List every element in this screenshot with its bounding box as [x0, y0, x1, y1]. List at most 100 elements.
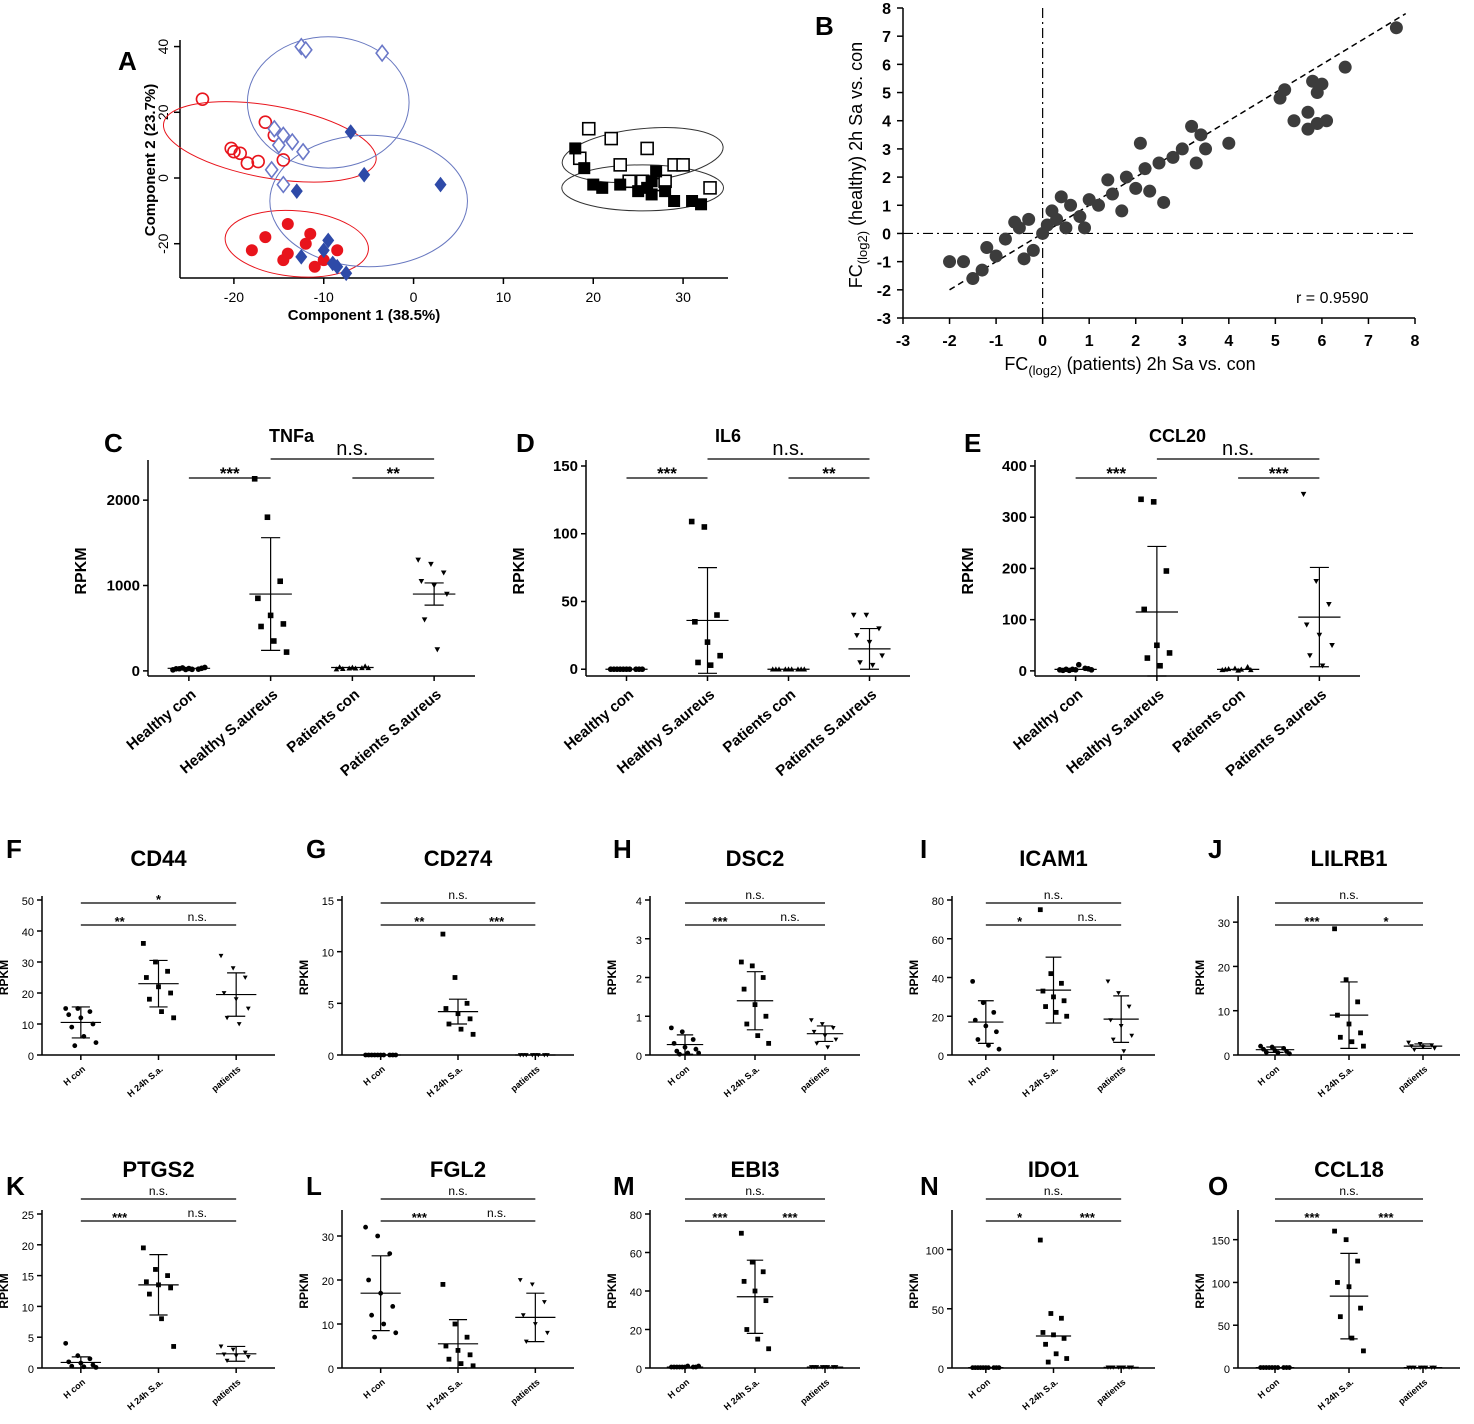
- y-tick-label: 20: [932, 1012, 944, 1024]
- y-tick-label: 60: [932, 935, 944, 947]
- data-point: [975, 1037, 981, 1042]
- data-point: [1110, 1037, 1116, 1042]
- data-point: [811, 1029, 817, 1035]
- significance-label: n.s.: [149, 1184, 168, 1198]
- y-tick-label: 0: [938, 1364, 944, 1376]
- data-point: [280, 621, 287, 627]
- data-point: [674, 1048, 680, 1054]
- data-point: [1143, 184, 1157, 198]
- data-point: [692, 619, 698, 625]
- significance-label: ***: [1378, 1210, 1394, 1225]
- data-point: [741, 1278, 747, 1284]
- data-point: [69, 1024, 75, 1030]
- data-point: [1053, 1351, 1059, 1357]
- data-point: [363, 1224, 368, 1230]
- data-point: [264, 160, 279, 179]
- y-tick-label: 100: [553, 526, 578, 543]
- data-point: [255, 595, 261, 602]
- data-point: [690, 1037, 696, 1042]
- y-tick-label: 1: [882, 198, 891, 215]
- data-point: [1361, 1348, 1366, 1354]
- panel-letter: F: [6, 834, 22, 864]
- data-point: [1133, 136, 1147, 150]
- x-category-label: Healthy con: [561, 686, 637, 754]
- data-point: [1126, 1004, 1132, 1009]
- data-point: [1144, 655, 1151, 661]
- panel-letter: E: [964, 428, 981, 458]
- significance-label: n.s.: [1222, 438, 1254, 460]
- significance-label: **: [414, 914, 425, 929]
- y-tick-label: 400: [1002, 458, 1027, 475]
- data-point: [879, 653, 885, 659]
- data-point: [685, 1363, 691, 1369]
- data-point: [717, 652, 723, 659]
- data-point: [991, 1009, 997, 1015]
- x-tick-label: -1: [989, 333, 1003, 350]
- y-tick-label: 0: [328, 1051, 334, 1063]
- data-point: [833, 1037, 839, 1042]
- y-axis-label: RPKM: [907, 960, 921, 995]
- data-point: [1053, 1009, 1059, 1015]
- data-point: [1157, 662, 1163, 669]
- y-tick-label: 3: [636, 935, 642, 947]
- x-category-label: H 24h S.a.: [425, 1064, 464, 1099]
- data-point: [1008, 215, 1022, 229]
- x-tick-label: -10: [314, 289, 334, 305]
- data-point: [276, 153, 291, 167]
- y-axis-label: RPKM: [960, 547, 977, 594]
- significance-label: n.s.: [1044, 888, 1063, 902]
- x-category-label: H 24h S.a.: [722, 1064, 761, 1099]
- data-point: [331, 258, 344, 275]
- data-point: [863, 612, 870, 618]
- y-tick-label: 80: [932, 896, 944, 908]
- x-category-label: patients: [798, 1064, 831, 1094]
- y-axis-label: RPKM: [605, 960, 619, 995]
- x-category-label: H 24h S.a.: [1316, 1064, 1355, 1099]
- data-point: [333, 666, 340, 672]
- data-point: [1116, 991, 1121, 996]
- data-point: [375, 1233, 381, 1239]
- data-point: [258, 115, 273, 129]
- significance-label: **: [822, 464, 836, 483]
- y-tick-label: 5: [882, 86, 891, 103]
- significance-label: ***: [489, 914, 505, 929]
- data-point: [744, 1327, 750, 1332]
- significance-label: ***: [1080, 1210, 1096, 1225]
- regression-line: [949, 12, 1407, 291]
- data-point: [659, 185, 672, 198]
- data-point: [640, 141, 654, 156]
- x-tick-label: 5: [1271, 333, 1280, 350]
- y-tick-label: 15: [322, 896, 334, 908]
- x-category-label: H 24h S.a.: [1316, 1377, 1355, 1412]
- data-point: [276, 126, 291, 145]
- data-point: [299, 237, 312, 250]
- x-category-label: Healthy con: [1010, 686, 1086, 754]
- data-point: [458, 1026, 464, 1032]
- data-point: [1064, 198, 1078, 212]
- data-point: [1337, 1314, 1343, 1320]
- x-category-label: H con: [1256, 1377, 1282, 1401]
- y-tick-label: 100: [1002, 612, 1027, 629]
- data-point: [541, 1300, 547, 1305]
- data-point: [766, 1346, 772, 1352]
- x-category-label: patients: [210, 1064, 243, 1094]
- y-tick-label: 40: [22, 927, 34, 939]
- panel-title: CD274: [424, 846, 493, 871]
- data-point: [340, 265, 353, 282]
- y-tick-label: 2: [636, 974, 642, 986]
- y-tick-label: 4: [882, 114, 891, 131]
- y-tick-label: 0: [1224, 1364, 1230, 1376]
- data-point: [227, 144, 241, 159]
- data-point: [645, 175, 658, 188]
- data-point: [143, 975, 149, 980]
- panel-letter: K: [6, 1171, 25, 1201]
- y-tick-label: 30: [322, 1232, 334, 1244]
- data-point: [850, 612, 857, 618]
- x-category-label: patients: [798, 1377, 831, 1407]
- data-point: [714, 612, 720, 618]
- data-point: [230, 1347, 236, 1352]
- y-tick-label: 0: [155, 174, 171, 182]
